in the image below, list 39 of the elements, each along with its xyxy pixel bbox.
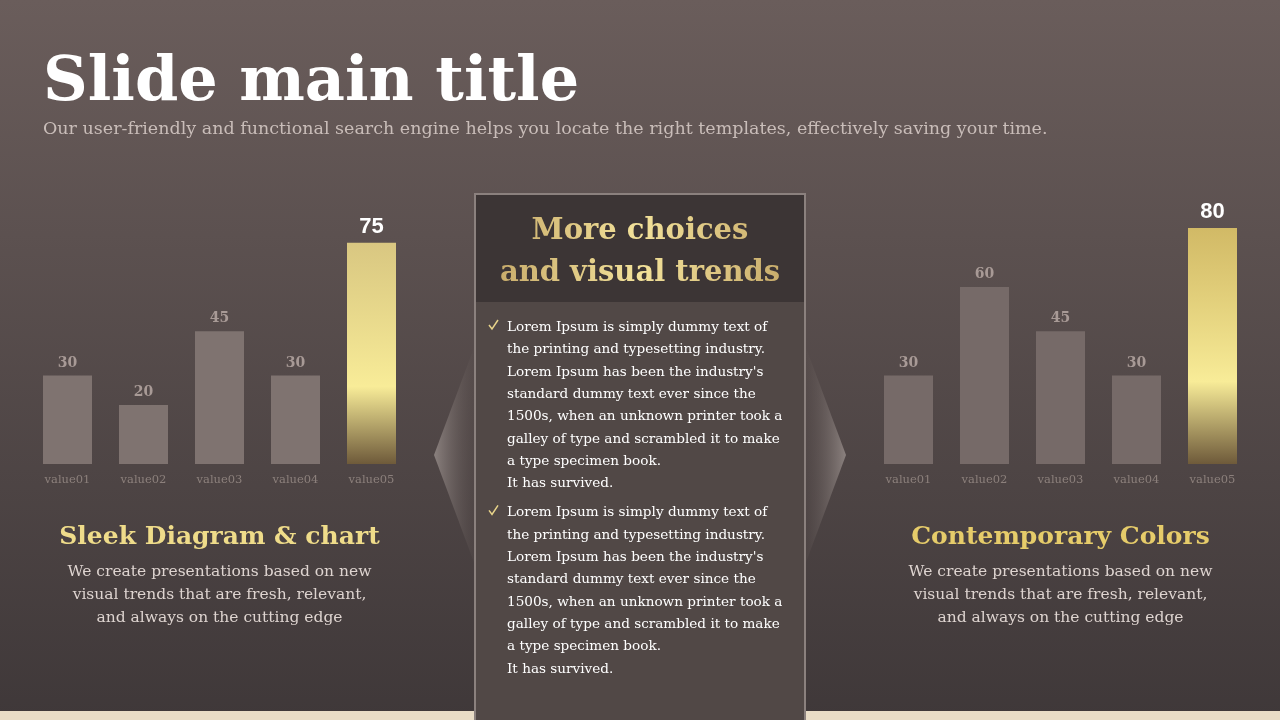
data-label: 45 xyxy=(209,309,230,326)
x-tick-label: value02 xyxy=(960,472,1008,486)
data-label: 75 xyxy=(359,212,384,238)
x-tick-label: value01 xyxy=(43,472,91,486)
text: Lorem Ipsum is simply dummy text of the printing and typesetting industry. Lorem Ipsum has been the industry's standard dummy text ever since the 1500s, when an unknown printer took a galley of type and scrambled it to make a type specimen book. It has survived. xyxy=(507,318,783,491)
text: We create presentations based on new visual trends that are fresh, relevant, and always on the cutting edge xyxy=(67,562,373,626)
x-tick-label: value05 xyxy=(347,472,395,486)
data-label: 30 xyxy=(1126,353,1147,370)
x-tick-label: value04 xyxy=(271,472,319,486)
x-tick-label: value03 xyxy=(195,472,243,486)
data-label: 60 xyxy=(974,265,995,281)
bar xyxy=(271,375,320,464)
data-label: 20 xyxy=(133,383,154,399)
data-label: 30 xyxy=(285,353,306,370)
bar xyxy=(1188,228,1237,464)
bar xyxy=(119,405,168,464)
text: Lorem Ipsum is simply dummy text of the printing and typesetting industry. Lorem Ipsum has been the industry's standard dummy text ever since the 1500s, when an unknown printer took a galley of type and scrambled it to make a type specimen book. It has survived. xyxy=(507,503,783,676)
data-label: 80 xyxy=(1200,198,1225,223)
bar xyxy=(960,287,1009,464)
x-tick-label: value03 xyxy=(1036,472,1084,486)
data-label: 30 xyxy=(57,353,78,370)
x-tick-label: value04 xyxy=(1112,472,1160,486)
bar xyxy=(43,375,92,464)
data-label: 45 xyxy=(1050,309,1071,326)
bar xyxy=(195,331,244,464)
text: Sleek Diagram & chart xyxy=(59,521,381,550)
data-label: 30 xyxy=(898,353,919,370)
x-tick-label: value01 xyxy=(884,472,932,486)
text: Slide main title xyxy=(43,42,580,115)
x-tick-label: value02 xyxy=(119,472,167,486)
bar xyxy=(347,242,396,464)
text: We create presentations based on new visual trends that are fresh, relevant, and always on the cutting edge xyxy=(908,562,1214,626)
bar xyxy=(1112,375,1161,464)
bar xyxy=(1036,331,1085,464)
text: Our user-friendly and functional search engine helps you locate the right templates, effectively saving your time. xyxy=(43,118,1048,138)
x-tick-label: value05 xyxy=(1188,472,1236,486)
text: More choices and visual trends xyxy=(499,212,781,288)
bar xyxy=(884,375,933,464)
text: Contemporary Colors xyxy=(911,521,1210,550)
